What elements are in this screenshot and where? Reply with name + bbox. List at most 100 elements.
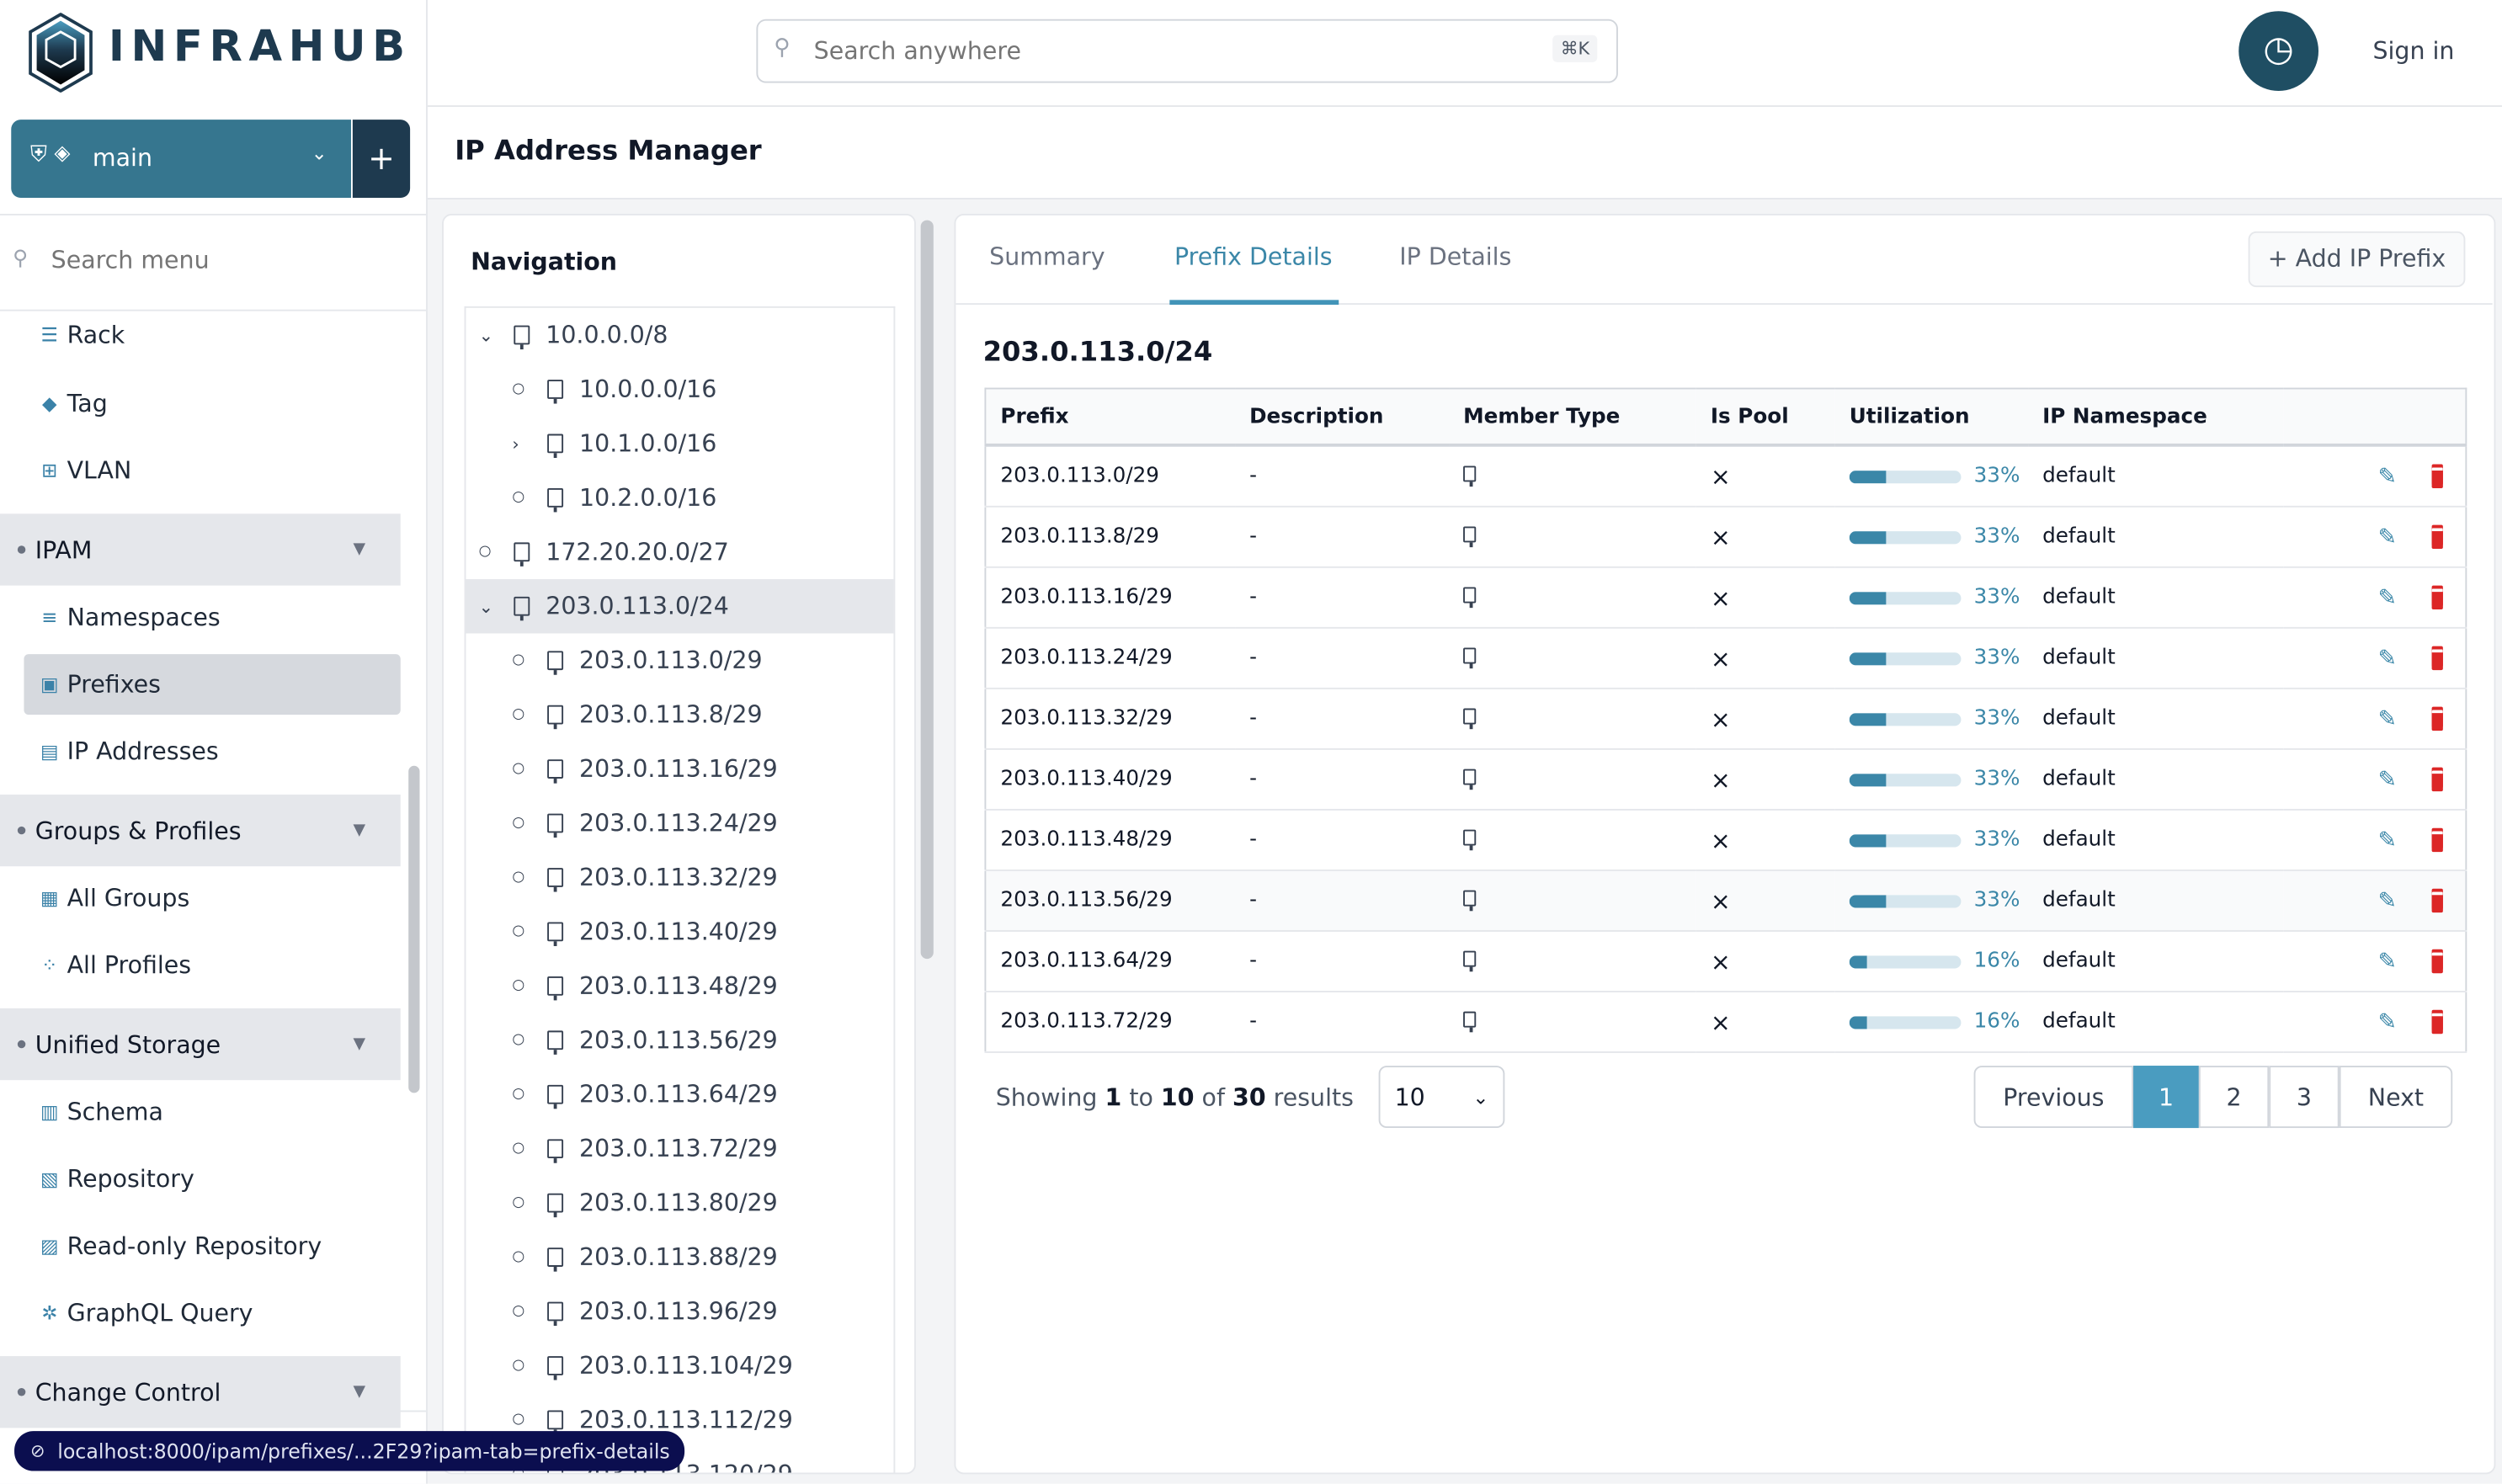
sidebar-item-schema[interactable]: ▥ Schema — [24, 1082, 400, 1142]
tree-node[interactable]: ○ 203.0.113.24/29 — [466, 796, 893, 850]
prefix-cell[interactable]: 203.0.113.48/29 — [985, 809, 1236, 871]
table-row[interactable]: 203.0.113.24/29- × 33% default ✎ — [985, 627, 2467, 689]
add-ip-prefix-button[interactable]: + Add IP Prefix — [2248, 231, 2466, 288]
sidebar-item-namespaces[interactable]: ≡ Namespaces — [24, 588, 400, 648]
tree-node[interactable]: ○ 203.0.113.16/29 — [466, 742, 893, 795]
tree-node[interactable]: ○ 203.0.113.8/29 — [466, 688, 893, 742]
tab-summary[interactable]: Summary — [989, 242, 1105, 272]
table-row[interactable]: 203.0.113.16/29- × 33% default ✎ — [985, 566, 2467, 629]
sidebar-group-groups-profiles[interactable]: Groups & Profiles ▼ — [0, 794, 401, 867]
search-menu-input[interactable] — [47, 243, 406, 276]
sidebar-item-tag[interactable]: ◆ Tag — [24, 374, 400, 434]
delete-icon[interactable] — [2431, 1012, 2443, 1034]
sign-in-link[interactable]: Sign in — [2372, 36, 2455, 66]
sidebar-group-change-control[interactable]: Change Control ▼ — [0, 1356, 401, 1428]
edit-icon[interactable]: ✎ — [2377, 827, 2397, 854]
prefix-cell[interactable]: 203.0.113.24/29 — [985, 627, 1236, 689]
tree-node[interactable]: ○ 203.0.113.40/29 — [466, 905, 893, 959]
delete-icon[interactable] — [2431, 951, 2443, 973]
tree-node[interactable]: ○ 203.0.113.56/29 — [466, 1013, 893, 1067]
tree-node[interactable]: ○ 203.0.113.0/29 — [466, 633, 893, 687]
sidebar-item-vlan[interactable]: ⊞ VLAN — [24, 440, 400, 501]
table-row[interactable]: 203.0.113.48/29- × 33% default ✎ — [985, 809, 2467, 871]
chevron-down-icon[interactable]: ⌄ — [478, 324, 494, 346]
table-row[interactable]: 203.0.113.40/29- × 33% default ✎ — [985, 748, 2467, 811]
tree-node[interactable]: ○ 203.0.113.32/29 — [466, 850, 893, 904]
delete-icon[interactable] — [2431, 527, 2443, 549]
sidebar-item-graphql-query[interactable]: ✲ GraphQL Query — [24, 1283, 400, 1343]
sidebar-item-repository[interactable]: ▧ Repository — [24, 1149, 400, 1210]
prefix-cell[interactable]: 203.0.113.32/29 — [985, 688, 1236, 750]
prefix-cell[interactable]: 203.0.113.0/29 — [985, 444, 1236, 508]
tree-node[interactable]: ○ 172.20.20.0/27 — [466, 525, 893, 579]
edit-icon[interactable]: ✎ — [2377, 887, 2397, 914]
tree-node[interactable]: ○ 203.0.113.96/29 — [466, 1285, 893, 1338]
delete-icon[interactable] — [2431, 891, 2443, 912]
edit-icon[interactable]: ✎ — [2377, 1008, 2397, 1035]
tree-node[interactable]: ⌄ 203.0.113.0/24 — [466, 579, 894, 634]
page-2-button[interactable]: 2 — [2198, 1066, 2270, 1129]
edit-icon[interactable]: ✎ — [2377, 463, 2397, 489]
sidebar-item-all-groups[interactable]: ▦ All Groups — [24, 868, 400, 928]
page-1-button[interactable]: 1 — [2133, 1066, 2199, 1129]
sidebar-group-unified-storage[interactable]: Unified Storage ▼ — [0, 1008, 401, 1081]
page-3-button[interactable]: 3 — [2269, 1066, 2340, 1129]
previous-page-button[interactable]: Previous — [1973, 1066, 2134, 1129]
edit-icon[interactable]: ✎ — [2377, 948, 2397, 975]
next-page-button[interactable]: Next — [2339, 1066, 2453, 1129]
table-row[interactable]: 203.0.113.0/29- × 33% default ✎ — [985, 444, 2467, 508]
sidebar-item-read-only-repository[interactable]: ▨ Read-only Repository — [24, 1215, 400, 1276]
navigation-scrollbar[interactable] — [920, 220, 934, 960]
edit-icon[interactable]: ✎ — [2377, 705, 2397, 732]
page-size-select[interactable]: 10 ⌄ — [1378, 1066, 1505, 1129]
sidebar-scrollbar[interactable] — [408, 765, 420, 1093]
prefix-cell[interactable]: 203.0.113.8/29 — [985, 506, 1236, 568]
table-row[interactable]: 203.0.113.72/29- × 16% default ✎ — [985, 991, 2467, 1053]
prefix-cell[interactable]: 203.0.113.16/29 — [985, 566, 1236, 629]
prefix-cell[interactable]: 203.0.113.64/29 — [985, 930, 1236, 992]
sidebar-item-rack[interactable]: ☰ Rack — [24, 305, 400, 365]
delete-icon[interactable] — [2431, 648, 2443, 670]
search-menu[interactable]: ⚲ — [0, 213, 427, 311]
table-row[interactable]: 203.0.113.32/29- × 33% default ✎ — [985, 688, 2467, 750]
branch-selector[interactable]: ⛨ ◈ main ⌄ — [11, 120, 351, 199]
edit-icon[interactable]: ✎ — [2377, 766, 2397, 793]
tree-node[interactable]: ○ 203.0.113.104/29 — [466, 1338, 893, 1392]
tree-node[interactable]: ○ 203.0.113.112/29 — [466, 1393, 893, 1447]
delete-icon[interactable] — [2431, 830, 2443, 852]
tree-node[interactable]: ○ 10.2.0.0/16 — [466, 471, 893, 524]
chevron-right-icon[interactable]: › — [512, 433, 519, 455]
tree-node[interactable]: ○ 203.0.113.48/29 — [466, 959, 893, 1013]
delete-icon[interactable] — [2431, 709, 2443, 731]
prefix-cell[interactable]: 203.0.113.72/29 — [985, 991, 1236, 1053]
add-branch-button[interactable]: + — [352, 120, 411, 199]
edit-icon[interactable]: ✎ — [2377, 645, 2397, 672]
prefix-cell[interactable]: 203.0.113.40/29 — [985, 748, 1236, 811]
edit-icon[interactable]: ✎ — [2377, 524, 2397, 550]
global-search-input[interactable] — [810, 35, 1488, 67]
edit-icon[interactable]: ✎ — [2377, 584, 2397, 610]
tab-prefix-details[interactable]: Prefix Details — [1174, 242, 1333, 272]
delete-icon[interactable] — [2431, 588, 2443, 609]
tree-node[interactable]: ○ 203.0.113.80/29 — [466, 1176, 893, 1230]
schema-timeline-icon[interactable]: ◷ — [2238, 11, 2319, 92]
delete-icon[interactable] — [2431, 466, 2443, 488]
tree-node[interactable]: › 10.1.0.0/16 — [466, 417, 893, 471]
table-row[interactable]: 203.0.113.56/29- × 33% default ✎ — [985, 870, 2467, 932]
chevron-down-icon[interactable]: ⌄ — [478, 595, 494, 617]
tree-node[interactable]: ○ 203.0.113.72/29 — [466, 1121, 893, 1175]
tree-node[interactable]: ○ 10.0.0.0/16 — [466, 362, 893, 416]
tree-node[interactable]: ○ 203.0.113.88/29 — [466, 1230, 893, 1284]
table-row[interactable]: 203.0.113.8/29- × 33% default ✎ — [985, 506, 2467, 568]
table-row[interactable]: 203.0.113.64/29- × 16% default ✎ — [985, 930, 2467, 992]
sidebar-item-all-profiles[interactable]: ⁘ All Profiles — [24, 935, 400, 996]
tab-ip-details[interactable]: IP Details — [1399, 242, 1512, 272]
tree-node[interactable]: ⌄ 10.0.0.0/8 — [466, 308, 893, 362]
tree-node[interactable]: ○ 203.0.113.64/29 — [466, 1067, 893, 1121]
prefix-cell[interactable]: 203.0.113.56/29 — [985, 870, 1236, 932]
delete-icon[interactable] — [2431, 769, 2443, 791]
sidebar-item-prefixes[interactable]: ▣ Prefixes — [24, 654, 401, 715]
sidebar-group-ipam[interactable]: IPAM ▼ — [0, 513, 401, 586]
sidebar-item-ip-addresses[interactable]: ▤ IP Addresses — [24, 721, 400, 782]
global-search[interactable]: ⚲ ⌘K — [756, 19, 1618, 83]
